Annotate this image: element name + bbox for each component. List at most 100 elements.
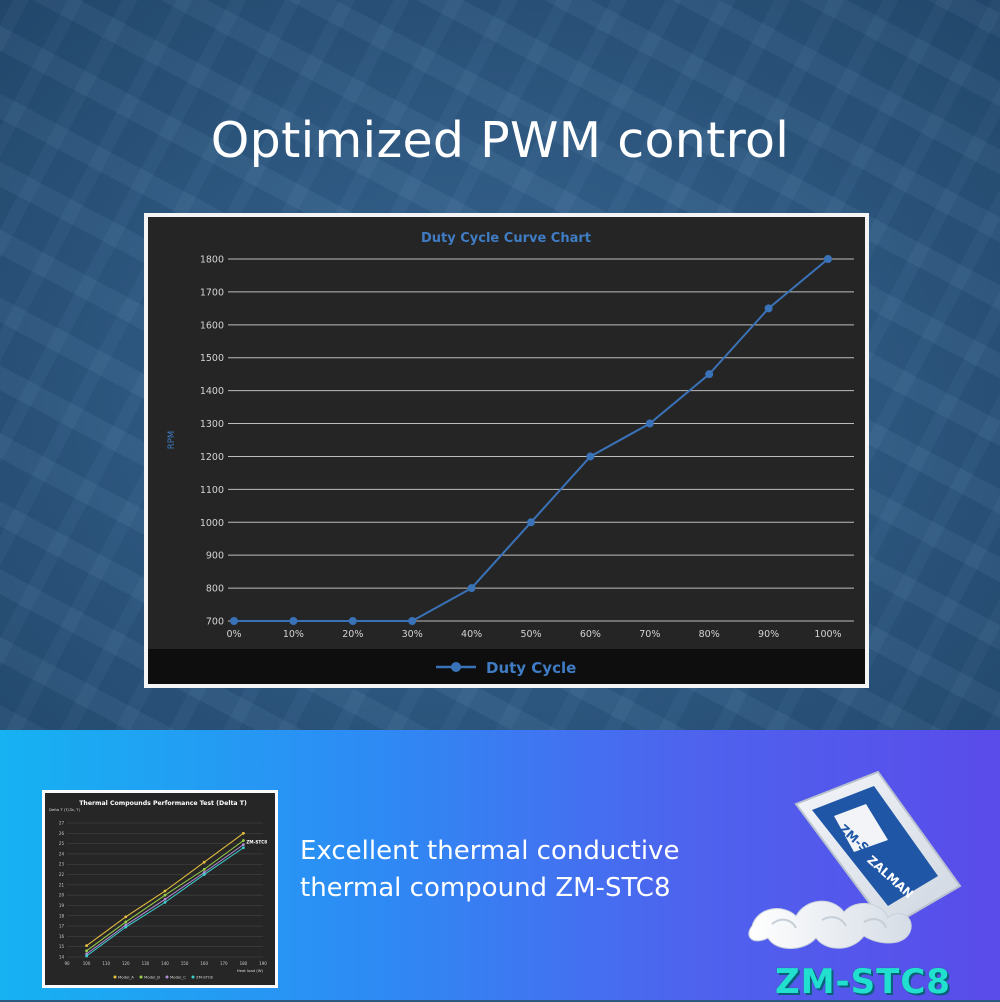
mini-data-point — [85, 954, 88, 958]
compound-caption: Excellent thermal conductive thermal com… — [300, 833, 679, 907]
mini-data-point — [85, 952, 88, 956]
legend-bar — [148, 649, 865, 684]
mini-x-tick-label: 130 — [142, 961, 150, 966]
mini-data-point — [202, 867, 206, 871]
x-tick-label: 90% — [758, 629, 779, 640]
mini-data-point — [242, 839, 245, 842]
mini-y-tick-label: 18 — [59, 913, 65, 918]
y-tick-label: 700 — [206, 617, 224, 628]
mini-legend-marker-icon — [139, 975, 143, 979]
mini-x-tick-label: 120 — [122, 961, 130, 966]
mini-y-tick-label: 15 — [59, 944, 65, 949]
mini-legend-marker-icon — [113, 975, 117, 979]
mini-x-tick-label: 110 — [102, 961, 110, 966]
x-tick-label: 100% — [814, 629, 841, 640]
product-brand-logo: ZM-STC8 — [775, 962, 951, 1002]
y-tick-label: 1200 — [200, 452, 224, 463]
data-point — [289, 617, 298, 625]
data-point — [824, 255, 832, 263]
y-axis-title: RPM — [167, 431, 177, 449]
x-tick-label: 30% — [402, 629, 423, 640]
mini-data-point — [163, 889, 167, 893]
x-tick-label: 60% — [580, 629, 601, 640]
x-tick-label: 10% — [283, 629, 304, 640]
mini-legend-label: Model_B — [144, 975, 160, 980]
legend-label: Duty Cycle — [486, 659, 576, 677]
mini-data-point — [202, 860, 206, 864]
data-point — [230, 617, 238, 625]
mini-y-tick-label: 14 — [59, 955, 65, 960]
x-tick-label: 80% — [699, 629, 720, 640]
caption-line-1: Excellent thermal conductive — [300, 836, 680, 866]
thermal-test-chart: Thermal Compounds Performance Test (Delt… — [45, 793, 275, 985]
mini-x-tick-label: 140 — [161, 961, 169, 966]
paste-blob-icon — [748, 900, 912, 949]
mini-legend-label: Model_A — [118, 975, 134, 980]
mini-x-tick-label: 90 — [64, 961, 70, 966]
data-point — [586, 452, 595, 461]
mini-data-point — [124, 923, 128, 927]
legend-marker-icon — [451, 662, 461, 672]
mini-data-point — [124, 920, 128, 924]
data-point — [764, 304, 773, 313]
x-tick-label: 50% — [520, 629, 541, 640]
x-tick-label: 70% — [639, 629, 660, 640]
y-tick-label: 1600 — [200, 320, 224, 331]
mini-y-tick-label: 22 — [59, 872, 65, 877]
mini-data-point — [242, 846, 245, 850]
mini-y-tick-label: 19 — [59, 903, 65, 908]
mini-y-axis-title: Delta T (Tj-Ta, T) — [49, 807, 80, 812]
data-point — [467, 584, 476, 593]
data-point — [645, 419, 654, 428]
mini-x-tick-label: 190 — [259, 961, 267, 966]
mini-data-point — [242, 831, 245, 835]
thermal-test-chart-svg: Thermal Compounds Performance Test (Delt… — [49, 800, 267, 980]
mini-y-tick-label: 21 — [59, 882, 65, 887]
x-tick-label: 0% — [226, 629, 241, 640]
y-tick-label: 1000 — [200, 518, 224, 529]
series-line-duty-cycle — [234, 258, 829, 622]
y-tick-label: 1800 — [200, 255, 224, 266]
mini-data-point — [163, 897, 167, 901]
pwm-section: Optimized PWM control Duty Cycle Curve C… — [0, 0, 1000, 730]
mini-y-tick-label: 26 — [59, 831, 65, 836]
y-tick-label: 800 — [206, 584, 224, 595]
mini-x-axis-title: Heat load (W) — [237, 968, 264, 973]
mini-x-tick-label: 160 — [200, 961, 208, 966]
y-tick-label: 1100 — [200, 485, 224, 496]
mini-y-tick-label: 20 — [59, 893, 65, 898]
mini-x-tick-label: 170 — [220, 961, 228, 966]
mini-data-point — [242, 843, 245, 847]
y-tick-label: 1700 — [200, 287, 224, 298]
mini-data-point — [85, 949, 88, 953]
mini-data-point — [124, 925, 128, 929]
mini-x-tick-label: 100 — [83, 961, 91, 966]
mini-y-tick-label: 23 — [59, 862, 65, 867]
mini-y-tick-label: 27 — [59, 821, 65, 826]
data-point — [705, 370, 714, 379]
mini-data-point — [163, 893, 167, 897]
section-headline: Optimized PWM control — [210, 112, 790, 169]
y-tick-label: 1300 — [200, 419, 224, 430]
compound-packet-image: ZM-STC8 ZALMAN — [748, 770, 962, 949]
mini-y-tick-label: 17 — [59, 924, 65, 929]
duty-cycle-chart: Duty Cycle Curve Chart 700 800 900 1000 1100 1… — [148, 217, 865, 684]
mini-legend-marker-icon — [165, 975, 169, 979]
thermal-compound-section: Thermal Compounds Performance Test (Delt… — [0, 730, 1000, 1002]
mini-data-point — [163, 900, 167, 904]
data-point — [348, 617, 357, 625]
thermal-test-chart-frame: Thermal Compounds Performance Test (Delt… — [42, 790, 278, 988]
duty-cycle-chart-svg: Duty Cycle Curve Chart 700 800 900 1000 1100 1… — [167, 231, 854, 677]
x-tick-label: 40% — [461, 629, 482, 640]
packet-icon: ZM-STC8 ZALMAN — [794, 770, 962, 930]
duty-cycle-chart-frame: Duty Cycle Curve Chart 700 800 900 1000 1100 1… — [144, 213, 869, 688]
y-tick-label: 900 — [206, 551, 224, 562]
data-point — [408, 617, 417, 625]
mini-y-tick-label: 24 — [59, 851, 65, 856]
mini-y-tick-label: 25 — [59, 841, 65, 846]
chart-title: Duty Cycle Curve Chart — [421, 231, 591, 246]
y-tick-label: 1400 — [200, 386, 224, 397]
mini-x-tick-label: 150 — [181, 961, 189, 966]
mini-chart-title: Thermal Compounds Performance Test (Delt… — [79, 800, 247, 807]
mini-series-line — [86, 832, 244, 947]
